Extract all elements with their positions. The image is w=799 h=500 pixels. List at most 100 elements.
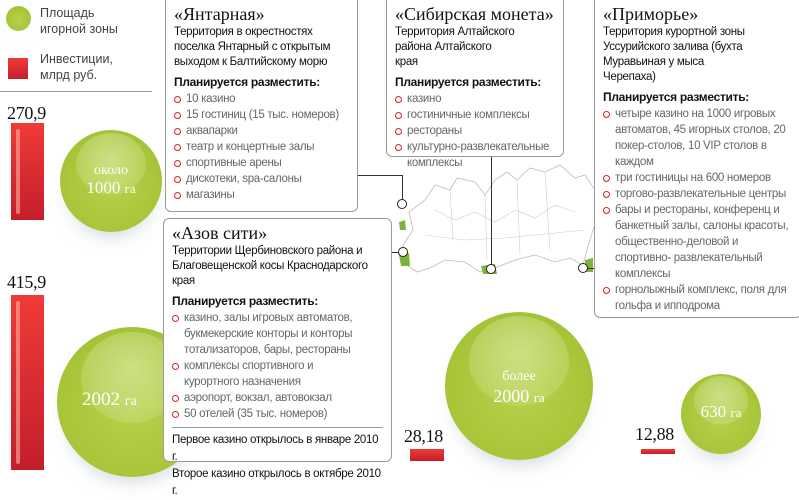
- connector-sibirskaya: [491, 157, 492, 265]
- plan-item-text: три гостиницы на 600 номеров: [615, 172, 771, 184]
- area-circle-sibirskaya: более 2000 га: [445, 312, 593, 460]
- investment-bar-sibirskaya: [410, 449, 444, 461]
- plan-item-text: рестораны: [407, 125, 462, 137]
- bullet-circle-icon: [172, 315, 179, 322]
- map-marker-primorye[interactable]: [578, 263, 588, 273]
- zone-title: «Азов сити»: [172, 223, 268, 243]
- bullet-circle-icon: [395, 112, 402, 119]
- plan-item: бары и рестораны, конференц и банкетный …: [603, 202, 793, 282]
- bullet-circle-icon: [603, 111, 610, 118]
- plan-item: магазины: [174, 187, 349, 203]
- plan-item-text: аэропорт, вокзал, автовокзал: [184, 392, 332, 404]
- plan-item-text: театр и концертные залы: [186, 141, 315, 153]
- plan-item-text: 15 гостиниц (15 тыс. номеров): [186, 109, 339, 121]
- plan-item: культурно-развлекательные комплексы: [395, 139, 555, 171]
- plan-list: 10 казино 15 гостиниц (15 тыс. номеров) ак…: [174, 91, 349, 203]
- bullet-circle-icon: [174, 192, 181, 199]
- zone-card-yantarnaya: «Янтарная» Территория в окрестностях пос…: [165, 0, 358, 212]
- plan-item: аквапарки: [174, 123, 349, 139]
- investment-bar-yantarnaya: [11, 123, 44, 220]
- zone-description: Территория в окрестностях поселка Янтарн…: [174, 26, 331, 68]
- connector-yantarnaya: [357, 175, 403, 176]
- plan-item: казино: [395, 91, 555, 107]
- area-prefix-sibirskaya: более: [502, 369, 536, 384]
- plan-item: четыре казино на 1000 игровых автоматов,…: [603, 106, 793, 170]
- bullet-circle-icon: [174, 144, 181, 151]
- area-value-yantarnaya: 1000 га: [86, 178, 136, 197]
- plan-item-text: четыре казино на 1000 игровых автоматов,…: [615, 108, 786, 168]
- bullet-circle-icon: [174, 128, 181, 135]
- investment-value-sibirskaya: 28,18: [404, 426, 444, 446]
- note-second-casino: Второе казино открылось в октябре 2010 г…: [172, 468, 381, 497]
- plan-list: казино гостиничные комплексы рестораны куль…: [395, 91, 555, 171]
- zone-description: Территория курортной зоны Уссурийского з…: [603, 26, 745, 83]
- zone-card-primorye: «Приморье» Территория курортной зоны Усс…: [594, 0, 799, 318]
- connector-primorye: [588, 268, 595, 269]
- zone-card-sibirskaya: «Сибирская монета» Территория Алтайского…: [386, 0, 564, 169]
- plan-item: 15 гостиниц (15 тыс. номеров): [174, 107, 349, 123]
- bullet-circle-icon: [174, 96, 181, 103]
- bullet-circle-icon: [174, 112, 181, 119]
- connector-azov: [391, 252, 399, 253]
- plan-item: горнолыжный комплекс, поля для гольфа и …: [603, 282, 793, 314]
- zone-yantarnaya-area: [399, 220, 406, 230]
- plan-item-text: дискотеки, spa-салоны: [186, 173, 302, 185]
- bullet-circle-icon: [395, 144, 402, 151]
- plan-item: гостиничные комплексы: [395, 107, 555, 123]
- plan-item: спортивные арены: [174, 155, 349, 171]
- bullet-circle-icon: [603, 175, 610, 182]
- plan-item: комплексы спортивного и курортного назна…: [172, 358, 362, 390]
- zone-description: Территория Алтайского района Алтайского …: [395, 26, 515, 68]
- plan-item-text: магазины: [186, 189, 235, 201]
- investment-value-primorye: 12,88: [635, 424, 675, 444]
- bullet-circle-icon: [172, 411, 179, 418]
- area-value-sibirskaya: 2000 га: [493, 386, 545, 406]
- plan-item: торгово-развлекательные центры: [603, 186, 793, 202]
- legend-area-swatch: [6, 6, 31, 31]
- connector-yantarnaya-v: [402, 175, 403, 201]
- plan-item-text: торгово-развлекательные центры: [615, 188, 786, 200]
- area-prefix-yantarnaya: около: [94, 163, 128, 178]
- plan-item: 10 казино: [174, 91, 349, 107]
- plan-label: Планируется разместить:: [174, 75, 320, 89]
- area-value-primorye: 630 га: [700, 402, 742, 421]
- legend-divider: [0, 91, 152, 92]
- area-circle-yantarnaya: около 1000 га: [60, 130, 162, 232]
- zone-title: «Янтарная»: [174, 4, 265, 24]
- plan-item-text: культурно-развлекательные комплексы: [407, 141, 550, 169]
- plan-label: Планируется разместить:: [603, 90, 749, 104]
- bullet-circle-icon: [603, 191, 610, 198]
- investment-value-yantarnaya: 270,9: [7, 103, 47, 123]
- bullet-circle-icon: [174, 160, 181, 167]
- plan-item-text: комплексы спортивного и курортного назна…: [184, 360, 314, 388]
- map-marker-azov[interactable]: [398, 247, 408, 257]
- plan-item: аэропорт, вокзал, автовокзал: [172, 390, 362, 406]
- map-marker-sibirskaya[interactable]: [486, 264, 496, 274]
- map-marker-yantarnaya[interactable]: [397, 199, 407, 209]
- plan-label: Планируется разместить:: [395, 75, 541, 89]
- investment-bar-azov: [11, 295, 44, 470]
- plan-item-text: казино: [407, 93, 442, 105]
- bullet-circle-icon: [603, 287, 610, 294]
- zone-description: Территории Щербиновского района и Благов…: [172, 245, 368, 287]
- plan-item: театр и концертные залы: [174, 139, 349, 155]
- bullet-circle-icon: [603, 207, 610, 214]
- bullet-circle-icon: [395, 96, 402, 103]
- legend-investment-label: Инвестиции, млрд руб.: [40, 52, 113, 82]
- plan-item-text: бары и рестораны, конференц и банкетный …: [615, 204, 789, 280]
- zone-card-azov: «Азов сити» Территории Щербиновского рай…: [163, 218, 392, 497]
- plan-item-text: 50 отелей (35 тыс. номеров): [184, 408, 328, 420]
- area-value-azov: 2002 га: [82, 389, 137, 410]
- bullet-circle-icon: [174, 176, 181, 183]
- plan-item-text: спортивные арены: [186, 157, 282, 169]
- legend-investment-swatch: [8, 58, 28, 79]
- plan-item: рестораны: [395, 123, 555, 139]
- plan-list: четыре казино на 1000 игровых автоматов,…: [603, 106, 793, 314]
- note-first-casino: Первое казино открылось в январе 2010 г.: [172, 434, 379, 463]
- plan-item: казино, залы игровых автоматов, букмекер…: [172, 310, 362, 358]
- plan-label: Планируется разместить:: [172, 294, 318, 308]
- bullet-circle-icon: [172, 395, 179, 402]
- zone-title: «Приморье»: [603, 4, 699, 24]
- notes-divider: [172, 427, 383, 428]
- investment-bar-primorye: [641, 449, 675, 454]
